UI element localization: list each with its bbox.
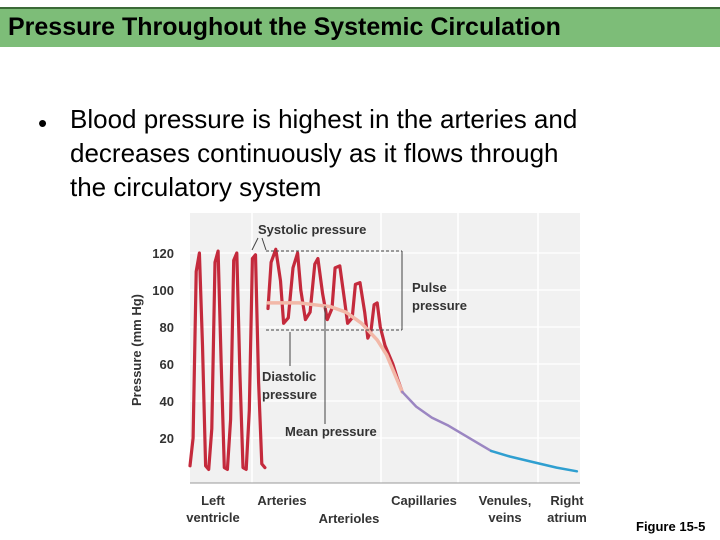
y-tick-labels: 20 40 60 80 100 120 <box>152 246 174 446</box>
bullet-text: Blood pressure is highest in the arterie… <box>70 102 690 204</box>
series-line-venule-pressure <box>489 449 579 473</box>
region-label: Arteries <box>257 493 306 508</box>
y-tick-label: 60 <box>160 357 174 372</box>
y-tick-label: 120 <box>152 246 174 261</box>
series-line-left-ventricle <box>188 249 267 471</box>
annotation-diastolic-pressure: Diastolic pressure <box>262 369 317 402</box>
series-line-venous-pressure <box>400 390 493 453</box>
y-tick-label: 80 <box>160 320 174 335</box>
region-label: Right atrium <box>547 493 587 525</box>
region-label: Left ventricle <box>186 493 239 525</box>
annotation-systolic-pressure: Systolic pressure <box>258 222 366 237</box>
y-tick-label: 100 <box>152 283 174 298</box>
annotation-mean-pressure: Mean pressure <box>285 424 377 439</box>
systolic-leader <box>261 237 267 251</box>
title-bar: Pressure Throughout the Systemic Circula… <box>0 7 720 47</box>
y-axis-label: Pressure (mm Hg) <box>129 294 144 406</box>
annotation-pulse-pressure: Pulse pressure <box>412 280 467 313</box>
bullet-line-3: the circulatory system <box>70 172 322 202</box>
region-label: Venules, veins <box>479 493 532 525</box>
bullet-line-2: decreases continuously as it flows throu… <box>70 138 559 168</box>
region-labels: Left ventricle Arteries Arterioles Capillari… <box>186 493 587 526</box>
bullet-line-1: Blood pressure is highest in the arterie… <box>70 104 578 134</box>
bullet-marker: • <box>38 108 48 138</box>
pressure-series <box>188 247 579 473</box>
region-label: Arterioles <box>319 511 380 526</box>
systolic-leader <box>251 237 259 251</box>
y-tick-label: 40 <box>160 394 174 409</box>
figure-label: Figure 15-5 <box>636 519 706 534</box>
annotations: Systolic pressure Pulse pressure Diastolic p… <box>251 222 467 439</box>
region-label: Capillaries <box>391 493 457 508</box>
y-tick-label: 20 <box>160 431 174 446</box>
series-line-mean-pressure <box>266 301 404 394</box>
slide-title: Pressure Throughout the Systemic Circula… <box>8 13 561 41</box>
series-line-arterial-pressure <box>266 247 404 394</box>
